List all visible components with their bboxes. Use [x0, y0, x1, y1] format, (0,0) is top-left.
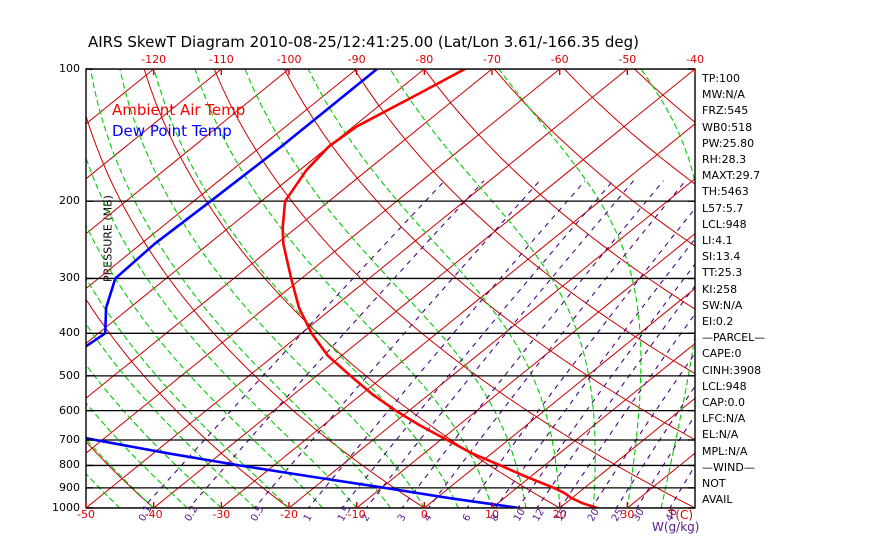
parameter-item: CINH:3908: [702, 363, 762, 377]
pressure-tick: 500: [59, 368, 80, 382]
pressure-tick: 100: [59, 62, 80, 75]
parameter-item: LCL:948: [702, 379, 747, 393]
bottom-temp-tick: 0: [420, 508, 428, 521]
top-temp-tick: -90: [347, 53, 366, 66]
parameter-item: FRZ:545: [702, 104, 749, 118]
parameter-item: RH:28.3: [702, 153, 747, 166]
top-temp-tick: -70: [483, 53, 501, 66]
top-temp-tick: -120: [141, 53, 167, 66]
pressure-tick: 400: [59, 326, 80, 340]
parameter-item: EI:0.2: [702, 315, 734, 328]
parameter-item: AVAIL: [702, 493, 733, 507]
bottom-temp-tick: -50: [77, 508, 95, 521]
top-temp-tick: -100: [276, 53, 302, 66]
pressure-tick: 300: [59, 271, 80, 285]
pressure-tick: 200: [59, 194, 80, 208]
top-temp-tick: -80: [415, 53, 434, 66]
parameter-item: LCL:948: [702, 217, 747, 231]
parameter-item: KI:258: [702, 282, 738, 296]
parameter-item: CAPE:0: [702, 347, 742, 361]
bottom-temp-tick: -30: [212, 508, 231, 521]
bottom-temp-tick: 10: [485, 508, 499, 521]
bottom-temp-tick: -40: [144, 508, 163, 521]
bottom-temp-tick: 30: [620, 508, 635, 521]
parameter-item: LFC:N/A: [702, 412, 746, 426]
parameter-item: TT:25.3: [702, 266, 743, 280]
parameter-item: WB0:518: [702, 120, 753, 134]
parameter-item: MPL:N/A: [702, 444, 748, 458]
page-title: AIRS SkewT Diagram 2010-08-25/12:41:25.0…: [88, 33, 640, 51]
bottom-temp-tick: -10: [347, 508, 366, 521]
x-axis-mixing-ratio-label: W(g/kg): [652, 520, 700, 534]
bottom-temp-tick: -20: [280, 508, 298, 521]
pressure-tick: 600: [59, 403, 80, 417]
parameter-item: SW:N/A: [702, 298, 743, 312]
legend-ambient-air-temp: Ambient Air Temp: [112, 101, 246, 119]
parameter-item: TH:5463: [702, 185, 749, 199]
top-temp-tick: -110: [208, 53, 234, 66]
parameter-item: EL:N/A: [702, 428, 739, 442]
parameter-item: —WIND—: [702, 460, 755, 474]
parameter-item: LI:4.1: [702, 234, 733, 247]
top-temp-tick: -50: [618, 53, 637, 66]
parameter-item: CAP:0.0: [702, 396, 746, 409]
pressure-tick: 700: [59, 432, 80, 446]
bottom-temp-tick: 20: [552, 508, 567, 521]
parameter-item: L57:5.7: [702, 201, 744, 215]
x-axis-temperature-label: T(C): [668, 508, 694, 522]
top-temp-tick: -60: [550, 53, 569, 66]
pressure-tick: 900: [59, 480, 80, 494]
parameter-item: MW:N/A: [702, 88, 745, 102]
parameter-item: TP:100: [702, 72, 741, 85]
parameter-item: SI:13.4: [702, 250, 741, 264]
parameter-item: PW:25.80: [702, 136, 755, 150]
pressure-tick: 800: [59, 458, 80, 472]
parameter-item: MAXT:29.7: [702, 169, 761, 183]
pressure-tick: 1000: [52, 501, 80, 514]
parameter-item: NOT: [702, 477, 726, 490]
top-temp-tick: -40: [686, 53, 704, 66]
parameter-item: —PARCEL—: [702, 331, 766, 345]
legend-dew-point-temp: Dew Point Temp: [112, 122, 232, 140]
